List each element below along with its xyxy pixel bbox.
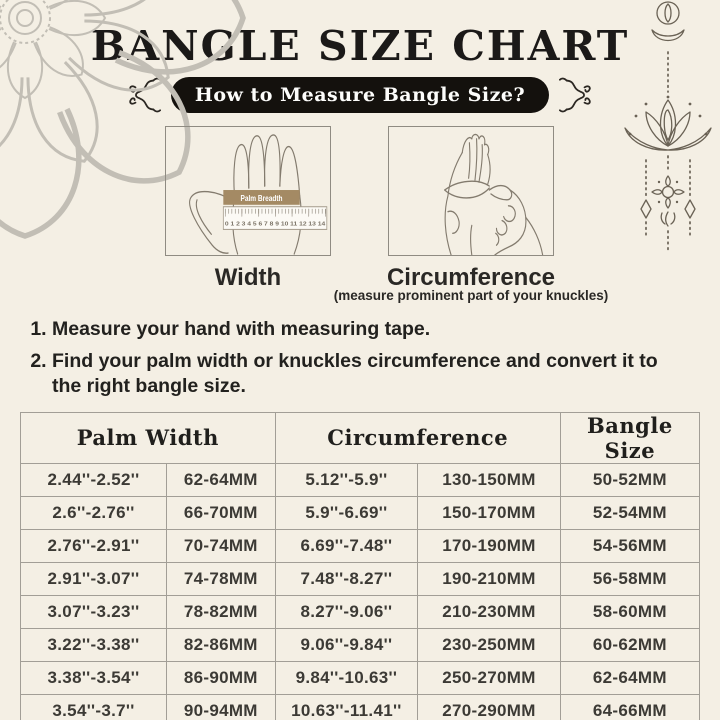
- table-cell: 90-94MM: [165, 693, 276, 720]
- table-row: 3.22''-3.38'' 82-86MM 9.06''-9.84'' 230-250…: [20, 627, 701, 662]
- table-row: 2.6''-2.76'' 66-70MM 5.9''-6.69'' 150-170MM…: [20, 495, 701, 530]
- how-to-measure-badge: How to Measure Bangle Size?: [170, 77, 550, 113]
- width-column: Palm Breadth: [164, 126, 331, 291]
- svg-text:0 1 2 3 4 5 6 7 8 9 10 11 12 1: 0 1 2 3 4 5 6 7 8 9 10 11 12 13 14: [225, 221, 325, 228]
- table-cell: 62-64MM: [559, 660, 701, 695]
- bangle-size-header: Bangle Size: [559, 411, 701, 464]
- table-cell: 7.48''-8.27'': [274, 561, 419, 596]
- table-cell: 78-82MM: [165, 594, 276, 629]
- width-label: Width: [214, 264, 282, 291]
- table-cell: 5.12''-5.9'': [274, 462, 419, 497]
- table-row: 3.07''-3.23'' 78-82MM 8.27''-9.06'' 210-230…: [20, 594, 701, 629]
- width-illustration: Palm Breadth: [164, 126, 331, 256]
- flourish-left-icon: [129, 77, 161, 113]
- table-cell: 8.27''-9.06'': [274, 594, 419, 629]
- table-cell: 82-86MM: [165, 627, 276, 662]
- table-cell: 2.6''-2.76'': [20, 495, 167, 530]
- table-cell: 5.9''-6.69'': [274, 495, 419, 530]
- page-title: BANGLE SIZE CHART: [90, 22, 630, 70]
- instructions-list: Measure your hand with measuring tape. F…: [30, 317, 690, 398]
- table-row: 2.76''-2.91'' 70-74MM 6.69''-7.48'' 170-190…: [20, 528, 701, 563]
- table-cell: 74-78MM: [165, 561, 276, 596]
- flourish-right-icon: [559, 77, 591, 113]
- table-cell: 150-170MM: [417, 495, 561, 530]
- table-cell: 210-230MM: [417, 594, 561, 629]
- table-row: 3.54''-3.7'' 90-94MM 10.63''-11.41'' 270-29…: [20, 693, 701, 720]
- table-cell: 86-90MM: [165, 660, 276, 695]
- table-cell: 3.22''-3.38'': [20, 627, 167, 662]
- table-cell: 50-52MM: [559, 462, 701, 497]
- table-cell: 10.63''-11.41'': [274, 693, 419, 720]
- table-cell: 9.84''-10.63'': [274, 660, 419, 695]
- svg-text:Palm Breadth: Palm Breadth: [240, 193, 282, 203]
- table-cell: 60-62MM: [559, 627, 701, 662]
- table-cell: 230-250MM: [417, 627, 561, 662]
- table-row: 2.91''-3.07'' 74-78MM 7.48''-8.27'' 190-210…: [20, 561, 701, 596]
- table-cell: 130-150MM: [417, 462, 561, 497]
- table-row: 2.44''-2.52'' 62-64MM 5.12''-5.9'' 130-150M…: [20, 462, 701, 497]
- table-cell: 2.76''-2.91'': [20, 528, 167, 563]
- measuring-illustrations: Palm Breadth: [0, 126, 720, 303]
- table-cell: 58-60MM: [559, 594, 701, 629]
- table-cell: 6.69''-7.48'': [274, 528, 419, 563]
- table-cell: 9.06''-9.84'': [274, 627, 419, 662]
- table-cell: 66-70MM: [165, 495, 276, 530]
- instruction-step-1: Measure your hand with measuring tape.: [52, 317, 690, 342]
- table-cell: 52-54MM: [559, 495, 701, 530]
- table-row: 3.38''-3.54'' 86-90MM 9.84''-10.63'' 250-27…: [20, 660, 701, 695]
- table-cell: 62-64MM: [165, 462, 276, 497]
- ruler: 0 1 2 3 4 5 6 7 8 9 10 11 12 13 14: [222, 206, 328, 230]
- table-cell: 170-190MM: [417, 528, 561, 563]
- table-cell: 3.54''-3.7'': [20, 693, 167, 720]
- table-cell: 2.91''-3.07'': [20, 561, 167, 596]
- instruction-step-2: Find your palm width or knuckles circumf…: [52, 349, 690, 399]
- table-cell: 3.38''-3.54'': [20, 660, 167, 695]
- table-cell: 250-270MM: [417, 660, 561, 695]
- table-cell: 270-290MM: [417, 693, 561, 720]
- table-cell: 3.07''-3.23'': [20, 594, 167, 629]
- table-cell: 56-58MM: [559, 561, 701, 596]
- circumference-column: Circumference (measure prominent part of…: [334, 126, 608, 303]
- table-cell: 70-74MM: [165, 528, 276, 563]
- badge-row: How to Measure Bangle Size?: [0, 76, 720, 114]
- palm-breadth-tag: Palm Breadth: [223, 190, 300, 205]
- palm-width-header: Palm Width: [20, 411, 276, 464]
- table-cell: 2.44''-2.52'': [20, 462, 167, 497]
- circumference-illustration: [387, 126, 554, 256]
- circumference-header: Circumference: [274, 411, 561, 464]
- table-cell: 64-66MM: [559, 693, 701, 720]
- table-cell: 54-56MM: [559, 528, 701, 563]
- circumference-note: (measure prominent part of your knuckles…: [333, 288, 609, 304]
- circumference-label: Circumference: [386, 264, 556, 291]
- table-cell: 190-210MM: [417, 561, 561, 596]
- size-table-body: 2.44''-2.52'' 62-64MM 5.12''-5.9'' 130-150M…: [20, 462, 701, 720]
- table-header-row: Palm Width Circumference Bangle Size: [20, 411, 701, 464]
- bangle-size-table: Palm Width Circumference Bangle Size 2.4…: [20, 411, 701, 720]
